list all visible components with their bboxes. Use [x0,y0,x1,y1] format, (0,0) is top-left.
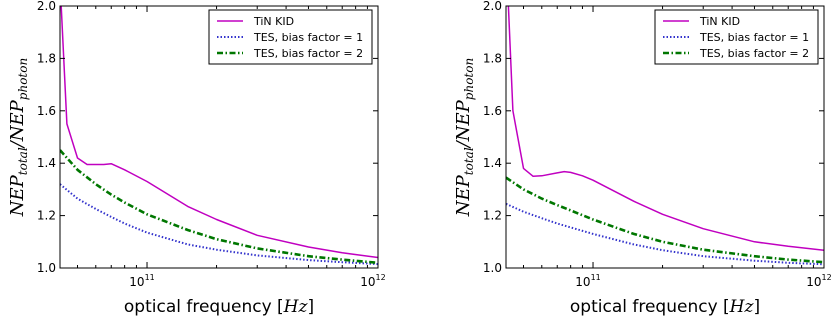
x-tick-label: 1011 [129,273,154,289]
y-axis-title: NEPtotal/NEPphoton [7,58,30,217]
series-line-3 [506,176,824,264]
legend-label-2: TES, bias factor = 1 [699,31,809,44]
plot-frame [505,5,825,269]
x-axis-title: optical frequency [Hz] [570,297,760,317]
y-tick-label: 1.6 [483,104,502,118]
y-tick-label: 1.0 [37,261,56,275]
legend-box [654,9,819,65]
legend-label-3: TES, bias factor = 2 [253,47,363,60]
series-group [60,6,378,266]
y-tick-label: 2.0 [483,0,502,13]
y-tick-label: 1.4 [483,156,502,170]
y-axis-title: NEPtotal/NEPphoton [453,58,476,217]
y-tick-label: 1.8 [483,51,502,65]
x-tick-label: 1011 [575,273,600,289]
x-axis-title: optical frequency [Hz] [124,297,314,317]
x-tick-label: 1012 [360,273,385,289]
series-line-1 [507,6,824,251]
plot-frame [59,5,379,269]
y-tick-label: 1.6 [37,104,56,118]
series-line-2 [506,202,824,266]
legend-label-1: TiN KID [253,15,294,28]
series-line-1 [60,6,378,259]
legend-label-1: TiN KID [699,15,740,28]
series-line-3 [60,149,378,265]
x-tick-label: 1012 [806,273,831,289]
y-tick-label: 1.8 [37,51,56,65]
legend: TiN KID TES, bias factor = 1 TES, bias fac… [654,9,819,65]
legend-label-2: TES, bias factor = 1 [253,31,363,44]
legend: TiN KID TES, bias factor = 1 TES, bias fac… [208,9,373,65]
y-tick-label: 1.4 [37,156,56,170]
chart-panel-1: 1.0 1.2 1.4 1.6 1.8 2.0 1011 1012 optical freque… [7,0,386,317]
y-tick-label: 1.0 [483,261,502,275]
legend-box [208,9,373,65]
series-group [506,6,824,266]
y-tick-label: 1.2 [483,209,502,223]
chart-panel-2: 1.0 1.2 1.4 1.6 1.8 2.0 1011 1012 optical freque… [453,0,832,317]
y-tick-label: 1.2 [37,209,56,223]
series-line-2 [60,183,378,266]
legend-label-3: TES, bias factor = 2 [699,47,809,60]
y-tick-label: 2.0 [37,0,56,13]
